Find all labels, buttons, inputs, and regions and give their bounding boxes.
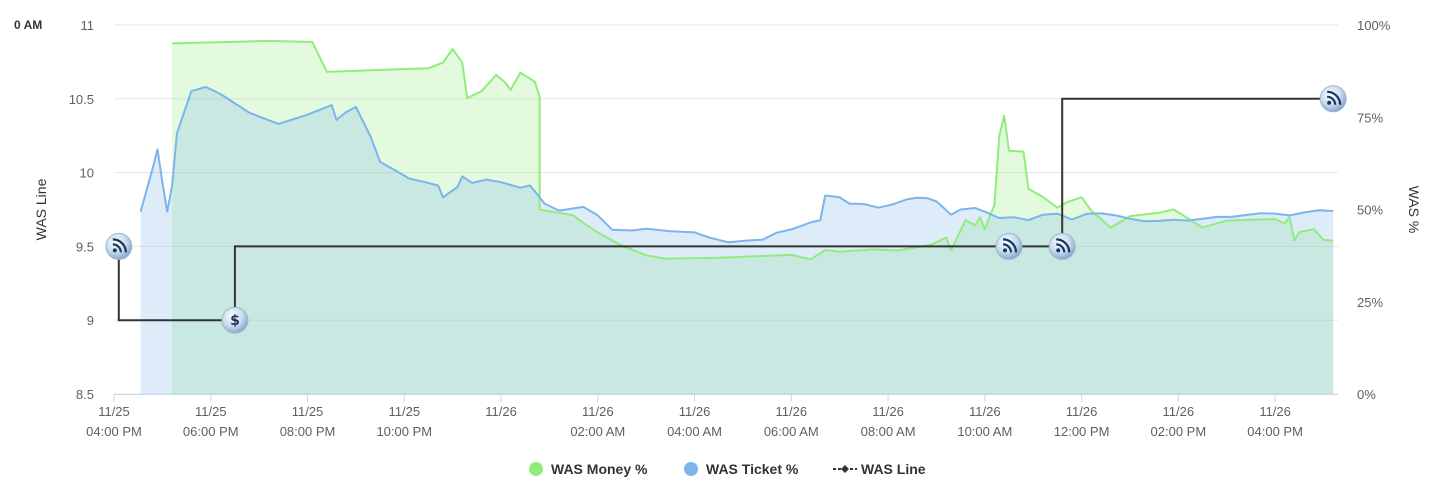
x-tick-date: 11/26 [485,404,517,419]
left-tick-label: 11 [81,18,95,33]
x-tick-date: 11/25 [388,404,420,419]
left-tick-label: 8.5 [76,387,94,402]
legend-label: WAS Line [861,461,926,477]
x-tick-date: 11/26 [776,404,808,419]
right-tick-label: 75% [1357,110,1383,125]
markers: $ [105,85,1347,334]
x-tick-date: 11/26 [1163,404,1195,419]
left-tick-label: 10.5 [69,92,94,107]
left-tick-label: 9 [87,313,94,328]
legend-item[interactable]: WAS Money % [529,461,648,477]
x-tick-time: 06:00 PM [183,424,239,439]
x-tick-time: 08:00 PM [280,424,336,439]
right-tick-label: 0% [1357,387,1376,402]
x-tick-time: 02:00 PM [1151,424,1207,439]
x-tick-date: 11/25 [292,404,324,419]
legend-label: WAS Ticket % [706,461,799,477]
corner-label: 0 AM [14,18,42,32]
left-axis-title: WAS Line [33,178,49,240]
rss-icon[interactable] [1048,232,1076,260]
x-tick-date: 11/26 [679,404,711,419]
left-tick-label: 10 [80,166,94,181]
was-line-path[interactable] [117,97,1334,322]
right-tick-label: 100% [1357,18,1391,33]
area-fill-0 [172,40,1334,395]
x-tick-date: 11/25 [195,404,227,419]
left-tick-label: 9.5 [76,239,94,254]
rss-icon[interactable] [995,232,1023,260]
x-tick-time: 04:00 AM [667,424,722,439]
x-tick-time: 06:00 AM [764,424,819,439]
right-tick-label: 25% [1357,295,1383,310]
dollar-icon[interactable]: $ [221,306,249,334]
x-tick-time: 12:00 PM [1054,424,1110,439]
x-tick-date: 11/26 [1259,404,1291,419]
x-tick-time: 04:00 PM [1247,424,1303,439]
legend-item[interactable]: WAS Ticket % [684,461,799,477]
series-line-1[interactable] [139,86,1334,244]
x-tick-date: 11/26 [969,404,1001,419]
rss-icon[interactable] [105,232,133,260]
legend-symbol [841,465,849,473]
x-tick-time: 10:00 PM [376,424,432,439]
x-tick-time: 04:00 PM [86,424,142,439]
legend-label: WAS Money % [551,461,648,477]
rss-icon[interactable] [1319,85,1347,113]
right-tick-label: 50% [1357,203,1383,218]
svg-text:$: $ [230,313,240,329]
x-tick-time: 02:00 AM [570,424,625,439]
legend-symbol [529,462,543,476]
legend[interactable]: WAS Money % WAS Ticket % WAS Line [529,461,926,477]
x-tick-time: 08:00 AM [861,424,916,439]
area-fill-1 [140,87,1334,394]
legend-symbol [684,462,698,476]
right-axis-title: WAS % [1406,186,1422,234]
x-tick-date: 11/25 [98,404,130,419]
axes: 8.5 9 9.5 10 10.5 11 0% 25% 50% 75% 100% 11/25 04:00… [69,18,1391,439]
x-tick-date: 11/26 [1066,404,1098,419]
legend-item[interactable]: WAS Line [833,461,926,477]
x-tick-date: 11/26 [872,404,904,419]
x-tick-time: 10:00 AM [957,424,1012,439]
step-line [117,97,1334,322]
plot-areas [139,39,1334,395]
x-tick-date: 11/26 [582,404,614,419]
